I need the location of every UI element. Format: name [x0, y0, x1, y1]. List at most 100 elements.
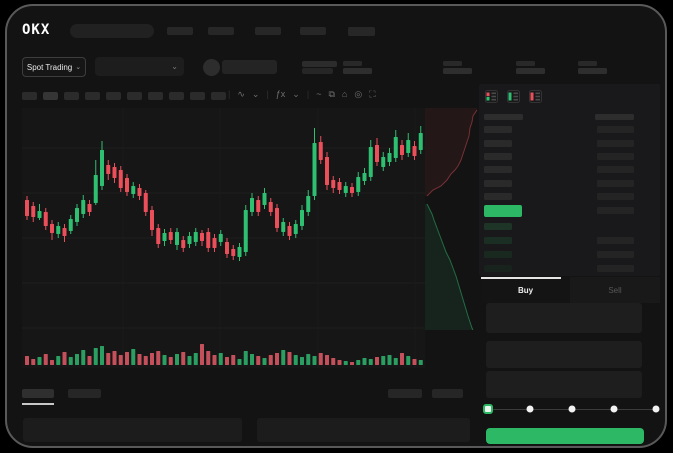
orderbook-row-bar[interactable] — [484, 180, 512, 187]
orderbook-row-bar[interactable] — [484, 265, 512, 272]
bottom-tab-2[interactable] — [68, 389, 101, 398]
pair-name-placeholder[interactable] — [222, 60, 277, 74]
slider-stop-50[interactable] — [568, 405, 576, 413]
divider: | — [228, 89, 231, 99]
line-tool-icon[interactable]: ~ — [316, 89, 322, 99]
nav-item-4[interactable] — [300, 27, 326, 35]
timeframe-chip[interactable] — [148, 92, 163, 100]
stat-value — [516, 68, 545, 74]
timeframe-chip[interactable] — [127, 92, 142, 100]
book-view-asks-icon[interactable] — [529, 90, 542, 103]
timeframe-chip[interactable] — [43, 92, 58, 100]
chevron-down-icon[interactable]: ⌄ — [251, 89, 260, 99]
orderbook-row-bar[interactable] — [597, 251, 634, 258]
stat-label — [443, 61, 462, 66]
pair-dropdown[interactable]: ⌄ — [95, 57, 184, 76]
divider: | — [306, 89, 310, 99]
fullscreen-icon[interactable]: ⛶ — [369, 89, 376, 99]
orderbook-row-bar[interactable] — [597, 180, 634, 187]
search-input[interactable] — [70, 24, 154, 38]
active-bottom-tab-indicator — [22, 403, 54, 405]
orderbook-row-bar[interactable] — [597, 237, 634, 244]
orderbook-amount-bar — [597, 207, 634, 214]
timeframe-chip[interactable] — [190, 92, 205, 100]
chart-type-icon[interactable]: ∿ — [237, 89, 245, 99]
orderbook-row-bar[interactable] — [484, 223, 512, 230]
stat-label — [343, 61, 362, 66]
nav-item-5[interactable] — [348, 27, 375, 36]
buy-button[interactable] — [486, 428, 644, 444]
price-placeholder — [302, 61, 337, 67]
book-view-combined-icon[interactable] — [485, 90, 498, 103]
price-sub-placeholder — [302, 68, 333, 74]
book-view-bids-icon[interactable] — [507, 90, 520, 103]
nav-item-1[interactable] — [167, 27, 193, 35]
amount-field[interactable] — [486, 341, 642, 368]
okx-logo: OKX — [22, 22, 51, 38]
orderbook-row-bar[interactable] — [484, 153, 512, 160]
divider: | — [266, 89, 269, 99]
app-window: OKX Spot Trading ⌄ ⌄ — [5, 4, 667, 448]
open-orders-panel — [23, 418, 242, 442]
timeframe-chip[interactable] — [169, 92, 184, 100]
order-history-panel — [257, 418, 470, 442]
pair-coin-icon — [203, 59, 220, 76]
orderbook-row-bar[interactable] — [484, 140, 512, 147]
tab-buy-label: Buy — [517, 285, 534, 295]
timeframe-chip[interactable] — [106, 92, 121, 100]
candlestick-chart[interactable] — [22, 108, 425, 368]
camera-icon[interactable]: ⌂ — [341, 89, 348, 99]
price-column-header — [484, 114, 523, 120]
orderbook-row-bar[interactable] — [597, 153, 634, 160]
orderbook-row-bar[interactable] — [597, 193, 634, 200]
slider-stop-25[interactable] — [526, 405, 534, 413]
orderbook-row-bar[interactable] — [484, 166, 512, 173]
tab-buy[interactable]: Buy — [481, 277, 570, 303]
orderbook-row-bar[interactable] — [597, 265, 634, 272]
orderbook-row-bar[interactable] — [597, 166, 634, 173]
orderbook-row-bar[interactable] — [597, 140, 634, 147]
total-field[interactable] — [486, 371, 642, 398]
chart-tools: | ∿ ⌄ | ƒx ⌄ | ~ ⧉ ⌂ ◎ ⛶ — [228, 88, 376, 101]
bottom-tab-1[interactable] — [22, 389, 54, 398]
orderbook-row-bar[interactable] — [484, 237, 512, 244]
timeframe-chip[interactable] — [64, 92, 79, 100]
stat-label — [516, 61, 535, 66]
orderbook-row-bar[interactable] — [597, 126, 634, 133]
bottom-action-1[interactable] — [388, 389, 422, 398]
stat-label — [578, 61, 597, 66]
orderbook-row-bar[interactable] — [484, 193, 512, 200]
market-type-selector[interactable]: Spot Trading ⌄ — [22, 57, 86, 77]
chevron-down-icon: ⌄ — [171, 62, 178, 71]
stat-value — [578, 68, 607, 74]
active-tab-indicator — [481, 277, 561, 279]
slider-stop-100[interactable] — [652, 405, 660, 413]
market-type-label: Spot Trading — [26, 62, 73, 72]
nav-item-3[interactable] — [255, 27, 281, 35]
timeframe-chip[interactable] — [22, 92, 37, 100]
orderbook-row-bar[interactable] — [484, 126, 512, 133]
orderbook-view-toggles — [485, 90, 542, 103]
slider-stop-75[interactable] — [610, 405, 618, 413]
tab-sell[interactable]: Sell — [570, 277, 660, 303]
last-price-badge[interactable] — [484, 205, 522, 217]
nav-item-2[interactable] — [208, 27, 234, 35]
chevron-down-icon[interactable]: ⌄ — [292, 89, 300, 99]
indicators-icon[interactable]: ƒx — [275, 89, 286, 99]
stat-value — [443, 68, 472, 74]
stat-value — [343, 68, 372, 74]
compare-icon[interactable]: ⧉ — [328, 89, 335, 99]
tab-sell-label: Sell — [608, 285, 622, 295]
bottom-action-2[interactable] — [432, 389, 463, 398]
chevron-down-icon: ⌄ — [75, 64, 82, 71]
amount-column-header — [595, 114, 634, 120]
timeframe-chip[interactable] — [85, 92, 100, 100]
slider-handle[interactable] — [483, 404, 493, 414]
depth-chart — [425, 108, 478, 330]
orderbook-row-bar[interactable] — [484, 251, 512, 258]
price-field[interactable] — [486, 303, 642, 333]
settings-icon[interactable]: ◎ — [354, 89, 363, 99]
amount-percent-slider[interactable] — [483, 402, 660, 416]
timeframe-chip[interactable] — [211, 92, 226, 100]
